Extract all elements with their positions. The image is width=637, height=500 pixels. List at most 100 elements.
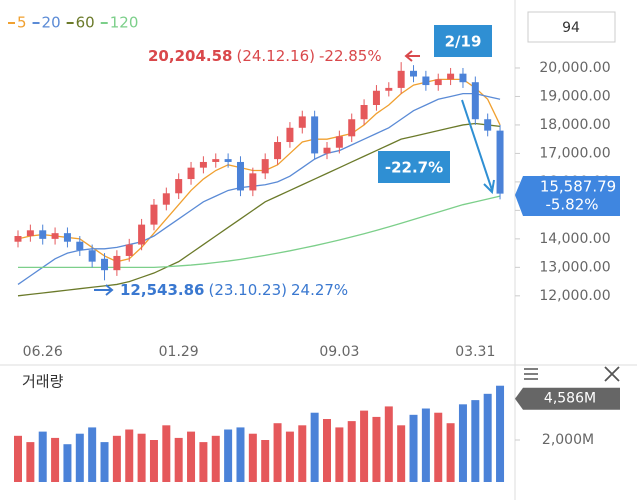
volume-bar [112,435,121,482]
candle-body [63,233,71,242]
volume-bar [458,404,467,482]
candle-body [323,147,331,154]
drop-arrow [461,99,495,195]
candle-body [101,258,109,271]
candle-body [88,250,96,262]
candle-body [125,244,133,256]
volume-bar [26,442,35,482]
volume-bar [63,444,72,482]
drop-box-text: -22.7% [385,159,443,177]
volume-last-label: 4,586M [544,391,596,407]
low-arrow [94,284,114,296]
date-box-text: 2/19 [445,33,482,51]
volume-bar [261,440,270,482]
candle-body [484,119,492,131]
candle-body [26,230,34,237]
volume-bar [285,431,294,482]
count-box[interactable] [527,11,616,43]
volume-bar [149,440,158,482]
volume-bar [483,393,492,482]
candle-body [335,136,343,148]
candle-body [410,70,418,77]
ma-line [18,195,501,268]
volume-bar [236,427,245,482]
legend: 5 20 60 120 [8,14,138,32]
volume-bar [446,423,455,482]
count-text: 94 [562,20,580,36]
volume-bar [397,425,406,482]
volume-bar [335,427,344,482]
candle-body [274,142,282,160]
candle-body [113,255,121,271]
y-tick-label: 20,000.00 [539,60,610,76]
candle-body [422,76,430,86]
volume-bar [162,425,171,482]
volume-last-tag [515,387,620,410]
low-change: 24.27% [291,281,348,299]
volume-bar [88,427,97,482]
candle-body [360,105,368,120]
y-tick-label: 19,000.00 [539,88,610,104]
y-tick-label: 18,000.00 [539,117,610,133]
candle-body [39,230,47,239]
candle-body [434,79,442,86]
volume-bar [248,433,257,482]
volume-bar [471,400,480,482]
candle-body [224,159,232,162]
candle-body [348,119,356,137]
volume-bar [434,412,443,482]
volume-bar [360,410,369,482]
ma-line [17,92,501,285]
volume-bar [323,419,331,482]
volume-bar [273,423,282,482]
volume-bar [310,412,319,482]
date-box [434,25,492,57]
volume-bar [224,429,233,482]
candle-body [385,87,393,91]
last-change: -5.82% [545,196,598,214]
y-tick-label: 14,000.00 [539,231,610,247]
volume-bar [187,431,196,482]
candle-body [212,159,220,162]
high-date: (24.12.16) [236,47,315,65]
candle-body [459,73,467,83]
drop-box [378,151,450,183]
ma-line [17,78,501,263]
volume-bar [298,425,307,482]
low-note: 12,543.86 (23.10.23) 24.27% [120,281,348,299]
last-price-tag [515,176,620,216]
x-tick-label: 01.29 [159,344,199,360]
high-arrow [404,50,420,62]
candle-body [199,161,207,168]
close-icon[interactable] [604,366,620,382]
candle-body [76,241,84,251]
candle-body [372,90,380,105]
candle-body [471,82,479,120]
volume-bar [496,385,505,482]
y-tick-label: 17,000.00 [539,145,610,161]
candle-body [51,233,59,239]
ma-line [17,122,501,297]
y-tick-label: 2,000M [542,432,594,448]
candle-body [311,116,319,154]
high-change: -22.85% [319,47,382,65]
menu-icon[interactable] [524,368,538,380]
candle-body [249,173,257,191]
candle-body [175,179,183,194]
x-tick-label: 03.31 [455,344,495,360]
volume-bar [51,437,60,482]
y-tick-label: 12,000.00 [539,288,610,304]
volume-bar [347,421,356,482]
legend-label: 120 [110,14,139,32]
high-note: 20,204.58 (24.12.16) -22.85% [148,47,382,65]
candle-body [150,204,158,225]
candle-body [236,161,244,191]
legend-label: 20 [42,14,61,32]
low-date: (23.10.23) [208,281,287,299]
volume-bar [174,437,183,482]
y-tick-label: 13,000.00 [539,259,610,275]
candle-body [14,236,22,242]
candle-body [397,70,405,88]
volume-bar [199,442,208,482]
